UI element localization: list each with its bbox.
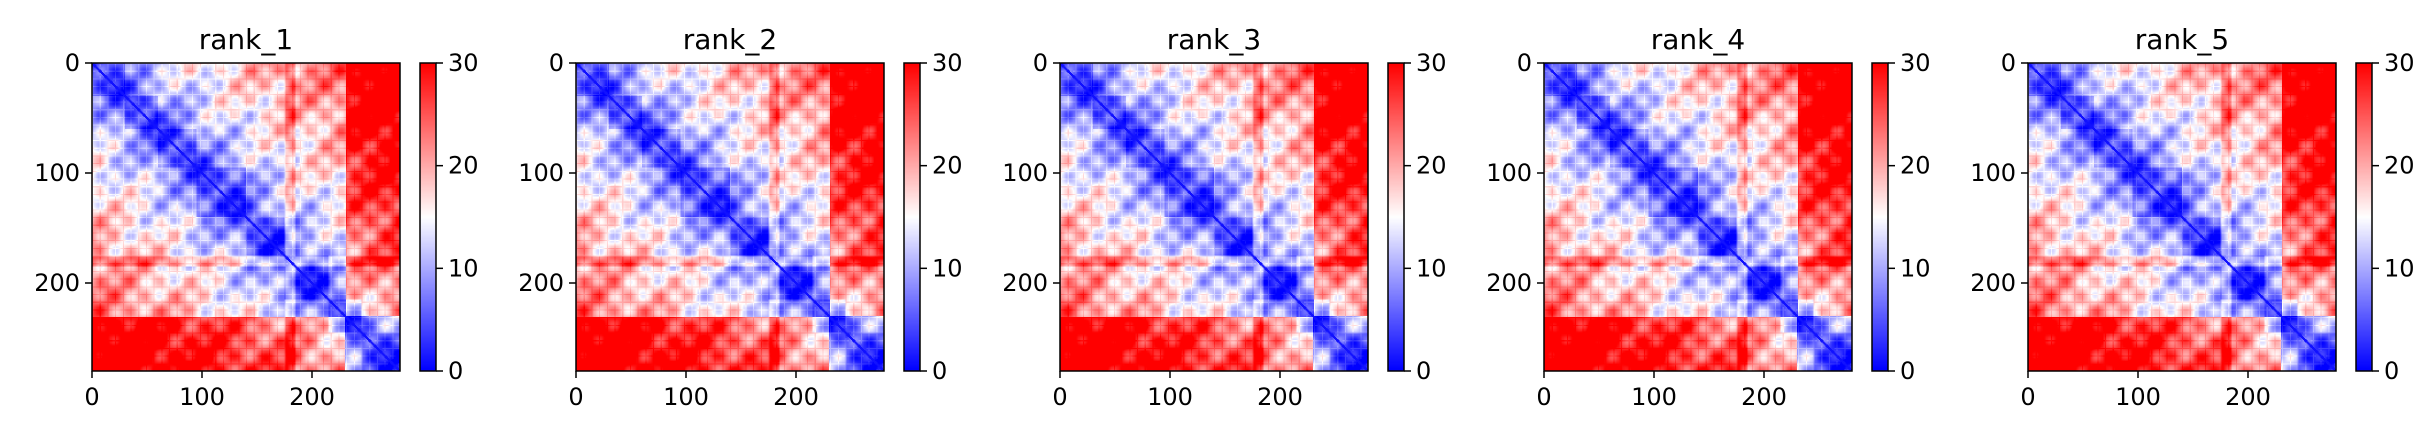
axes-frame — [1059, 62, 1369, 372]
y-tick-label: 100 — [1486, 159, 1532, 187]
colorbar-tick-label: 10 — [1416, 254, 1447, 282]
x-tick-label: 200 — [773, 383, 819, 411]
colorbar — [420, 63, 436, 371]
colorbar — [1388, 63, 1404, 371]
y-tick-label: 0 — [1033, 49, 1048, 77]
x-tick-label: 100 — [1147, 383, 1193, 411]
colorbar-tick-label: 0 — [448, 357, 463, 385]
heatmap-image — [2028, 63, 2336, 371]
colorbar-tick-label: 10 — [448, 254, 479, 282]
colorbar-tick-label: 20 — [1900, 152, 1931, 180]
x-tick-label: 100 — [179, 383, 225, 411]
x-tick-label: 0 — [84, 383, 99, 411]
x-tick-label: 0 — [568, 383, 583, 411]
colorbar-tick-label: 0 — [1416, 357, 1431, 385]
y-tick-label: 100 — [1970, 159, 2016, 187]
x-tick-label: 100 — [1631, 383, 1677, 411]
y-tick-label: 200 — [518, 269, 564, 297]
y-tick-label: 200 — [34, 269, 80, 297]
colorbar-frame — [2355, 62, 2373, 372]
colorbar-frame — [903, 62, 921, 372]
y-tick-label: 0 — [549, 49, 564, 77]
colorbar-tick-label: 0 — [1900, 357, 1915, 385]
y-tick-label: 200 — [1002, 269, 1048, 297]
colorbar-tick-label: 10 — [932, 254, 963, 282]
heatmap-image — [1544, 63, 1852, 371]
axes-frame — [1543, 62, 1853, 372]
colorbar-tick-label: 30 — [448, 49, 479, 77]
y-tick-label: 0 — [1517, 49, 1532, 77]
chart-title: rank_1 — [199, 23, 293, 56]
colorbar-tick-label: 0 — [2384, 357, 2399, 385]
colorbar-tick-label: 30 — [1416, 49, 1447, 77]
colorbar-frame — [419, 62, 437, 372]
colorbar-tick-label: 10 — [2384, 254, 2415, 282]
chart-title: rank_4 — [1651, 23, 1745, 56]
colorbar-frame — [1871, 62, 1889, 372]
y-tick-label: 100 — [1002, 159, 1048, 187]
x-tick-label: 200 — [289, 383, 335, 411]
x-tick-label: 200 — [1741, 383, 1787, 411]
x-tick-label: 0 — [2020, 383, 2035, 411]
axes-frame — [91, 62, 401, 372]
axes-frame — [575, 62, 885, 372]
colorbar-tick-label: 30 — [2384, 49, 2415, 77]
colorbar-tick-label: 20 — [1416, 152, 1447, 180]
chart-panel-1: rank_1 0 100 200 0 100 200 0 10 20 30 — [34, 23, 478, 411]
colorbar — [2356, 63, 2372, 371]
y-tick-label: 200 — [1970, 269, 2016, 297]
y-tick-label: 0 — [2001, 49, 2016, 77]
colorbar-tick-label: 20 — [932, 152, 963, 180]
y-tick-label: 100 — [34, 159, 80, 187]
chart-title: rank_3 — [1167, 23, 1261, 56]
colorbar — [904, 63, 920, 371]
colorbar-tick-label: 20 — [2384, 152, 2415, 180]
axes-frame — [2027, 62, 2337, 372]
x-tick-label: 0 — [1052, 383, 1067, 411]
x-tick-label: 100 — [2115, 383, 2161, 411]
chart-title: rank_5 — [2135, 23, 2229, 56]
colorbar — [1872, 63, 1888, 371]
y-tick-label: 0 — [65, 49, 80, 77]
chart-panel-5: rank_5 0 100 200 0 100 200 0 10 20 30 — [1970, 23, 2414, 411]
heatmap-image — [1060, 63, 1368, 371]
chart-title: rank_2 — [683, 23, 777, 56]
colorbar-tick-label: 0 — [932, 357, 947, 385]
heatmap-image — [92, 63, 400, 371]
colorbar-tick-label: 20 — [448, 152, 479, 180]
colorbar-tick-label: 30 — [932, 49, 963, 77]
colorbar-tick-label: 30 — [1900, 49, 1931, 77]
y-tick-label: 200 — [1486, 269, 1532, 297]
x-tick-label: 100 — [663, 383, 709, 411]
colorbar-frame — [1387, 62, 1405, 372]
colorbar-tick-label: 10 — [1900, 254, 1931, 282]
chart-panel-3: rank_3 0 100 200 0 100 200 0 10 20 30 — [1002, 23, 1446, 411]
chart-panel-2: rank_2 0 100 200 0 100 200 0 10 20 30 — [518, 23, 962, 411]
chart-panel-4: rank_4 0 100 200 0 100 200 0 10 20 30 — [1486, 23, 1930, 411]
heatmap-image — [576, 63, 884, 371]
x-tick-label: 200 — [2225, 383, 2271, 411]
y-tick-label: 100 — [518, 159, 564, 187]
x-tick-label: 200 — [1257, 383, 1303, 411]
x-tick-label: 0 — [1536, 383, 1551, 411]
